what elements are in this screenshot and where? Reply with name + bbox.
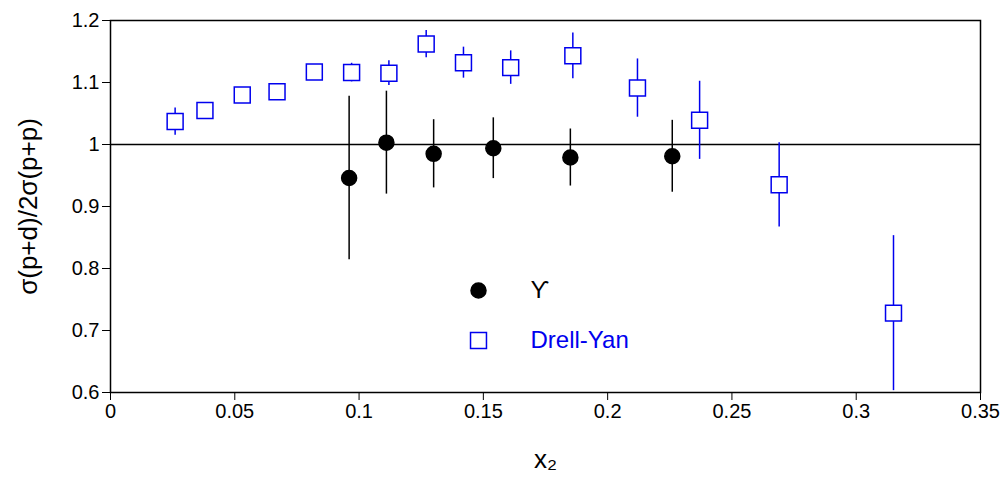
- svg-text:0.25: 0.25: [712, 400, 751, 422]
- svg-text:σ(p+d)/2σ(p+p): σ(p+d)/2σ(p+p): [13, 118, 43, 295]
- svg-text:0.6: 0.6: [72, 381, 100, 403]
- svg-text:1: 1: [88, 133, 99, 155]
- svg-text:0.3: 0.3: [842, 400, 870, 422]
- svg-text:0.15: 0.15: [464, 400, 503, 422]
- svg-text:0.2: 0.2: [594, 400, 622, 422]
- svg-text:0.1: 0.1: [345, 400, 373, 422]
- svg-text:1.1: 1.1: [72, 71, 100, 93]
- svg-text:0: 0: [105, 400, 116, 422]
- svg-text:0.35: 0.35: [961, 400, 1000, 422]
- svg-text:Drell-Yan: Drell-Yan: [531, 326, 629, 353]
- svg-text:x₂: x₂: [534, 444, 557, 474]
- svg-text:0.9: 0.9: [72, 195, 100, 217]
- svg-text:0.05: 0.05: [215, 400, 254, 422]
- svg-text:0.8: 0.8: [72, 257, 100, 279]
- svg-text:ϒ: ϒ: [531, 276, 550, 303]
- svg-text:0.7: 0.7: [72, 319, 100, 341]
- svg-text:1.2: 1.2: [72, 9, 100, 31]
